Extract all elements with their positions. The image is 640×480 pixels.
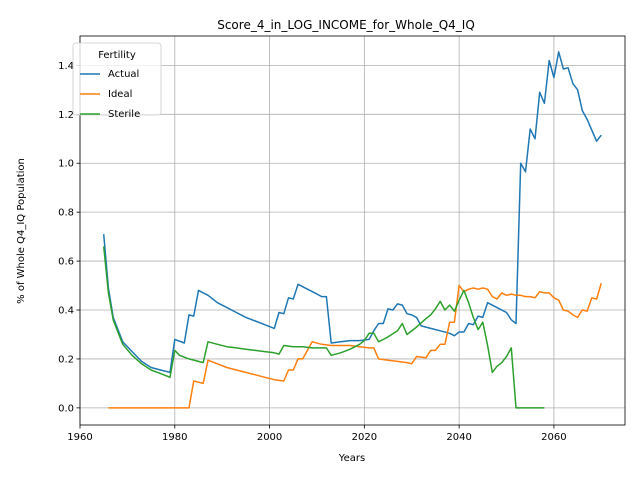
y-tick-label: 0.4 <box>58 306 74 317</box>
y-tick-label: 0.2 <box>58 354 74 365</box>
legend-label-ideal: Ideal <box>108 89 132 100</box>
legend-box <box>72 42 162 116</box>
legend-items: Actual Ideal Sterile <box>80 69 140 120</box>
x-axis: 1960 1980 2000 2020 2040 2060 <box>67 425 567 443</box>
legend-title: Fertility <box>98 50 136 61</box>
grid <box>79 36 625 425</box>
y-axis-label: % of Whole Q4_IQ Population <box>16 158 27 304</box>
chart-title: Score_4_in_LOG_INCOME_for_Whole_Q4_IQ <box>217 18 475 32</box>
axes-frame <box>79 35 626 426</box>
x-tick-label: 2020 <box>352 432 377 443</box>
legend: Fertility Actual Ideal Sterile <box>72 42 162 120</box>
legend-label-sterile: Sterile <box>108 109 140 120</box>
series-line-actual <box>102 51 602 374</box>
x-tick-label: 2060 <box>541 432 566 443</box>
x-tick-label: 1980 <box>162 432 187 443</box>
plot-area <box>102 51 603 409</box>
y-tick-label: 1.4 <box>58 61 74 72</box>
series-line-ideal <box>108 282 603 409</box>
y-tick-label: 1.0 <box>58 159 74 170</box>
y-tick-label: 1.2 <box>58 110 74 121</box>
y-tick-label: 0.0 <box>58 403 74 414</box>
x-axis-label: Years <box>338 453 365 464</box>
y-tick-label: 0.8 <box>58 208 74 219</box>
x-tick-label: 1960 <box>67 432 92 443</box>
x-tick-label: 2040 <box>446 432 471 443</box>
legend-label-actual: Actual <box>108 69 139 80</box>
series-line-sterile <box>102 246 545 409</box>
x-tick-label: 2000 <box>257 432 282 443</box>
y-tick-label: 0.6 <box>58 257 74 268</box>
